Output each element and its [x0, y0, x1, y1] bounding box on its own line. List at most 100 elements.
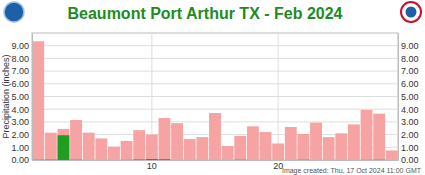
bar — [361, 159, 373, 160]
bar — [297, 134, 309, 160]
bar — [184, 139, 196, 160]
tick-label: 4.00 — [11, 105, 29, 115]
tick-label: 0.00 — [401, 155, 419, 165]
bar — [247, 160, 259, 161]
bar — [32, 41, 44, 160]
y-axis-title: Precipitation (inches) — [1, 54, 11, 138]
tick: 5.00 — [398, 92, 419, 102]
bar — [222, 160, 234, 161]
noaa-logo — [4, 2, 24, 22]
bar — [83, 160, 95, 161]
grid-line — [32, 96, 398, 97]
y-axis: 0.00 1.00 2.00 3.00 4.00 5.00 6.00 7.00 8.00 9.00 — [11, 34, 32, 166]
tick-label: 8.00 — [11, 54, 29, 64]
bar — [323, 160, 335, 161]
bar — [335, 133, 347, 160]
tick-label: 7.00 — [11, 66, 29, 76]
grid-line — [278, 33, 279, 160]
tick: 2.00 — [11, 130, 32, 140]
bar — [95, 160, 107, 161]
bar — [159, 118, 171, 160]
tick-label: 6.00 — [11, 79, 29, 89]
y-axis: 0.00 1.00 2.00 3.00 4.00 5.00 6.00 7.00 8.00 9.00 — [398, 34, 419, 166]
bar — [70, 159, 82, 160]
bar — [247, 126, 259, 160]
bar — [32, 159, 44, 160]
title: Beaumont Port Arthur TX - Feb 2024 — [68, 5, 343, 22]
tick-label: 9.00 — [11, 41, 29, 51]
bar — [108, 160, 120, 161]
grid-line — [32, 58, 398, 59]
bar — [373, 114, 385, 160]
logos — [4, 2, 421, 22]
tick: 8.00 — [11, 54, 32, 64]
bar — [95, 138, 107, 160]
tick-label: 6.00 — [401, 79, 419, 89]
bar — [310, 123, 322, 160]
tick-label: 10 — [147, 161, 157, 171]
bar — [361, 110, 373, 160]
tick: 1.00 — [398, 143, 419, 153]
grid-line — [32, 109, 398, 110]
bar — [348, 124, 360, 160]
bar — [285, 160, 297, 161]
bar — [335, 160, 347, 161]
tick: 5.00 — [11, 92, 32, 102]
bar — [108, 147, 120, 160]
tick: 10 — [147, 160, 157, 171]
bar — [146, 159, 158, 160]
tick-label: 1.00 — [11, 143, 29, 153]
bar — [133, 159, 145, 160]
annotation: Image created: Thu, 17 Oct 2024 11:00 GM… — [282, 167, 422, 175]
tick: 9.00 — [11, 41, 32, 51]
bar — [348, 160, 360, 161]
series — [32, 135, 385, 160]
bar — [121, 159, 133, 160]
tick-label: 4.00 — [401, 105, 419, 115]
tick: 7.00 — [398, 66, 419, 76]
bar — [196, 160, 208, 161]
tick: 0.00 — [398, 155, 419, 165]
grid-line — [32, 71, 398, 72]
bar — [234, 136, 246, 160]
bar — [171, 123, 183, 160]
bar — [272, 160, 284, 161]
bar — [45, 133, 57, 160]
tick: 6.00 — [11, 79, 32, 89]
bar — [45, 159, 57, 160]
bar — [285, 127, 297, 160]
series — [32, 41, 397, 160]
tick-label: 5.00 — [401, 92, 419, 102]
bar — [310, 160, 322, 161]
tick: 1.00 — [11, 143, 32, 153]
bar — [386, 150, 398, 160]
tick: 8.00 — [398, 54, 419, 64]
grid-line — [32, 83, 398, 84]
bar — [171, 160, 183, 161]
bar — [159, 159, 171, 160]
tick-label: 8.00 — [401, 54, 419, 64]
bar — [146, 135, 158, 160]
bar — [386, 160, 398, 161]
bar — [222, 146, 234, 160]
tick: 9.00 — [398, 41, 419, 51]
bars — [32, 41, 397, 160]
tick: 0.00 — [11, 155, 32, 165]
tick-label: 5.00 — [11, 92, 29, 102]
tick: 4.00 — [11, 105, 32, 115]
axis-line — [33, 160, 399, 161]
tick: 6.00 — [398, 79, 419, 89]
axis-line — [32, 34, 33, 161]
bar — [83, 133, 95, 160]
nws-logo — [401, 2, 421, 22]
bar — [209, 113, 221, 160]
tick-label: 2.00 — [401, 130, 419, 140]
tick-label: 7.00 — [401, 66, 419, 76]
tick: 3.00 — [11, 117, 32, 127]
tick-label: 9.00 — [401, 41, 419, 51]
tick-label: 3.00 — [401, 117, 419, 127]
bar — [260, 160, 272, 161]
bar — [260, 132, 272, 160]
chart: Beaumont Port Arthur TX - Feb 2024 0.00 1.… — [0, 0, 425, 175]
tick-label: 2.00 — [11, 130, 29, 140]
